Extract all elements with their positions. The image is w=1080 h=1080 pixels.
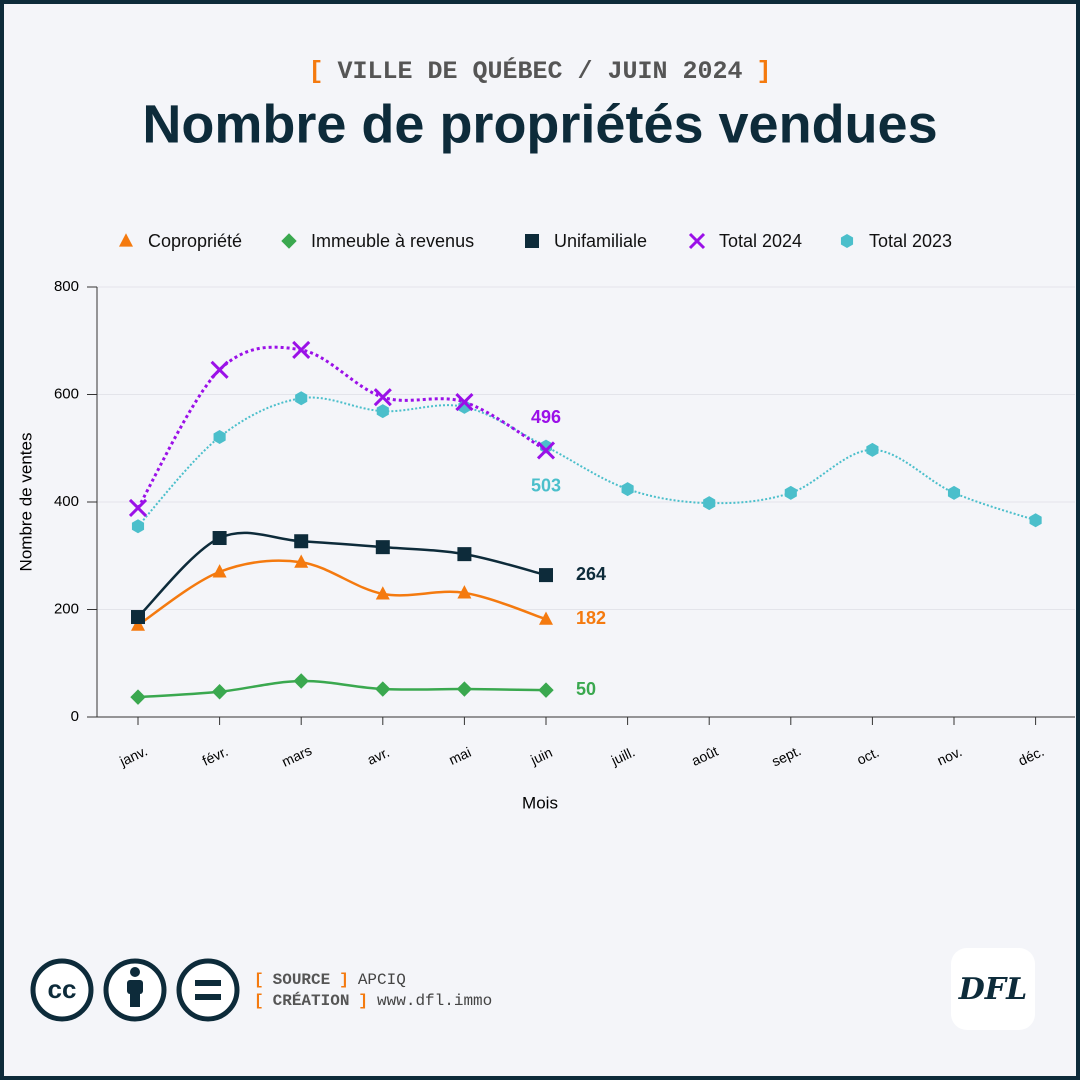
marker (375, 540, 390, 555)
line (136, 345, 547, 509)
value-label: 182 (576, 608, 606, 628)
value-label: 496 (531, 407, 561, 427)
y-tick-label: 0 (71, 708, 79, 725)
marker (131, 519, 145, 534)
by-legs (130, 992, 140, 1007)
bracket: [ (254, 992, 264, 1010)
marker (292, 340, 311, 359)
marker (131, 610, 145, 625)
bracket: ] (757, 57, 772, 86)
legend-label: Copropriété (148, 231, 242, 251)
marker (457, 547, 472, 562)
y-tick-label: 600 (54, 385, 79, 402)
legend-marker (840, 234, 854, 248)
subtitle-text: VILLE DE QUÉBEC / JUIN 2024 (337, 56, 742, 86)
source-label: SOURCE (273, 971, 331, 989)
creation-value: www.dfl.immo (377, 992, 492, 1010)
y-tick-label: 800 (54, 278, 79, 295)
marker (294, 534, 309, 549)
marker (293, 673, 309, 689)
marker (373, 388, 392, 407)
marker (131, 617, 145, 631)
legend-label: Unifamiliale (554, 231, 647, 251)
subtitle: [ VILLE DE QUÉBEC / JUIN 2024] (308, 56, 771, 86)
marker (539, 611, 553, 625)
marker (213, 429, 226, 444)
nd-bar (195, 994, 221, 1000)
source: [ SOURCE] APCIQ (254, 971, 406, 989)
creation: [ CRÉATION] www.dfl.immo (254, 991, 492, 1010)
marker (210, 360, 229, 379)
marker (376, 404, 389, 419)
marker (621, 482, 634, 497)
y-axis-label: Nombre de ventes (16, 433, 35, 572)
marker (866, 442, 879, 457)
marker (212, 531, 227, 546)
nd-bar (195, 980, 221, 986)
marker (703, 496, 716, 511)
by-head (130, 967, 140, 977)
legend-marker (281, 233, 297, 249)
source-value: APCIQ (358, 971, 406, 989)
marker (536, 441, 556, 460)
license-icons: cc (30, 958, 240, 1022)
cc-icon (30, 958, 94, 1022)
legend-label: Immeuble à revenus (311, 231, 474, 251)
value-label: 50 (576, 679, 596, 699)
legend-label: Total 2024 (719, 231, 802, 251)
marker (784, 485, 797, 500)
value-label: 264 (576, 564, 606, 584)
marker (128, 498, 148, 517)
legend-marker (688, 232, 706, 250)
x-axis-label: Mois (522, 793, 558, 812)
value-label: 503 (531, 475, 561, 495)
logo: DFL (958, 972, 1027, 1007)
marker (455, 392, 474, 412)
nd-icon (176, 958, 240, 1022)
marker (1029, 513, 1042, 528)
marker (456, 681, 473, 697)
y-tick-label: 200 (54, 600, 79, 617)
creation-label: CRÉATION (273, 991, 350, 1010)
title: Nombre de propriétés vendues (142, 94, 937, 154)
marker (295, 391, 308, 406)
line (137, 559, 547, 627)
bracket: [ (254, 971, 264, 989)
marker (211, 684, 228, 700)
line (137, 679, 547, 699)
logo-box (951, 948, 1035, 1030)
marker (375, 681, 391, 697)
marker (130, 689, 146, 705)
marker (947, 485, 961, 500)
marker (375, 586, 390, 600)
bracket: [ (308, 57, 323, 86)
legend-label: Total 2023 (869, 231, 952, 251)
marker (294, 554, 309, 568)
bracket: ] (339, 971, 349, 989)
bracket: ] (358, 992, 368, 1010)
y-tick-label: 400 (54, 493, 79, 510)
marker (457, 585, 472, 599)
line (137, 531, 547, 618)
marker (539, 568, 553, 583)
marker (212, 564, 227, 578)
marker (538, 682, 554, 698)
cc-text: cc (48, 974, 77, 1004)
by-body (127, 980, 143, 994)
legend-marker (525, 234, 539, 248)
legend-marker (119, 233, 133, 247)
